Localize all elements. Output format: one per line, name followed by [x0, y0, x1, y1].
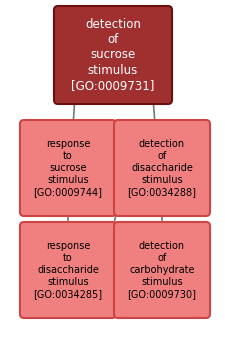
FancyBboxPatch shape: [113, 120, 209, 216]
FancyBboxPatch shape: [54, 6, 171, 104]
Text: detection
of
disaccharide
stimulus
[GO:0034288]: detection of disaccharide stimulus [GO:0…: [127, 139, 196, 197]
Text: detection
of
sucrose
stimulus
[GO:0009731]: detection of sucrose stimulus [GO:000973…: [71, 17, 154, 92]
FancyBboxPatch shape: [113, 222, 209, 318]
Text: detection
of
carbohydrate
stimulus
[GO:0009730]: detection of carbohydrate stimulus [GO:0…: [127, 241, 196, 299]
Text: response
to
sucrose
stimulus
[GO:0009744]: response to sucrose stimulus [GO:0009744…: [33, 139, 102, 197]
FancyBboxPatch shape: [20, 222, 115, 318]
Text: response
to
disaccharide
stimulus
[GO:0034285]: response to disaccharide stimulus [GO:00…: [33, 241, 102, 299]
FancyBboxPatch shape: [20, 120, 115, 216]
